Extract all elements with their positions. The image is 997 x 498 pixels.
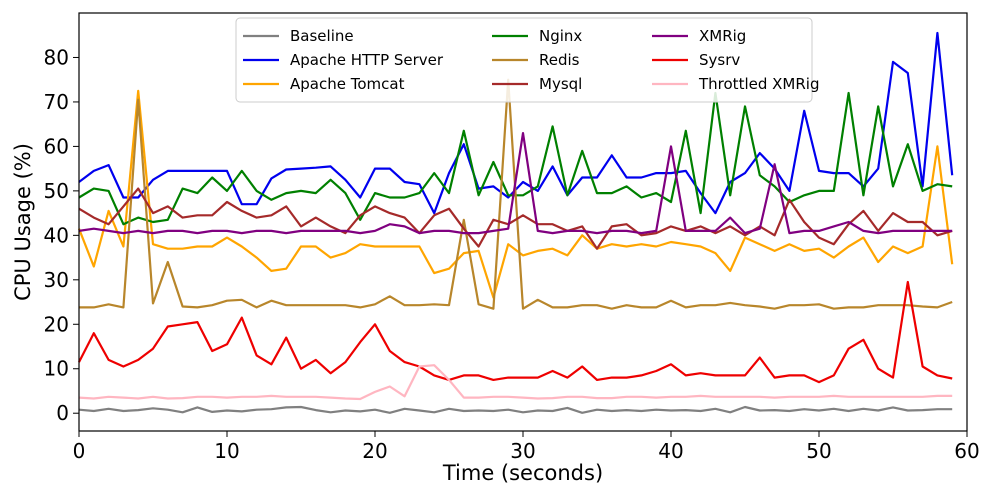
x-tick-label: 0 [73, 439, 86, 463]
x-tick-label: 40 [658, 439, 683, 463]
legend: Baseline Apache HTTP Server Apache Tomcat N… [235, 17, 819, 103]
series-line-throttled-xmrig [78, 364, 953, 401]
y-tick-label: 80 [44, 45, 69, 69]
y-tick-label: 20 [44, 312, 69, 336]
y-axis-ticks: 0 10 20 30 40 50 60 70 80 [44, 45, 79, 425]
x-tick-label: 20 [362, 439, 387, 463]
x-tick-label: 50 [806, 439, 831, 463]
y-tick-label: 50 [44, 179, 69, 203]
legend-label-redis: Redis [539, 51, 580, 69]
y-axis-label: CPU Usage (%) [11, 143, 35, 301]
y-tick-label: 70 [44, 90, 69, 114]
series-line-redis [79, 78, 953, 310]
legend-label-xmrig: XMRig [699, 27, 746, 45]
series-line-baseline [78, 405, 953, 414]
y-tick-label: 30 [44, 268, 69, 292]
x-tick-label: 60 [954, 439, 979, 463]
legend-label-baseline: Baseline [290, 27, 354, 45]
y-tick-label: 0 [56, 401, 69, 425]
y-tick-label: 10 [44, 357, 69, 381]
y-tick-label: 40 [44, 223, 69, 247]
legend-label-mysql: Mysql [539, 75, 582, 93]
x-tick-label: 10 [214, 439, 239, 463]
legend-label-throttled-xmrig: Throttled XMRig [698, 75, 819, 93]
legend-label-nginx: Nginx [539, 27, 582, 45]
x-axis-ticks: 0 10 20 30 40 50 60 [73, 431, 980, 463]
series-line-sysrv [78, 280, 953, 384]
legend-label-sysrv: Sysrv [699, 51, 740, 69]
series-line-mysql [78, 187, 953, 250]
x-axis-label: Time (seconds) [442, 461, 603, 485]
legend-label-apache-tomcat: Apache Tomcat [290, 75, 405, 93]
x-tick-label: 30 [510, 439, 535, 463]
series-lines [77, 31, 954, 414]
y-tick-label: 60 [44, 134, 69, 158]
series-line-xmrig [78, 132, 953, 235]
legend-label-apache-http-server: Apache HTTP Server [290, 51, 444, 69]
series-line-apache-tomcat [77, 89, 954, 299]
